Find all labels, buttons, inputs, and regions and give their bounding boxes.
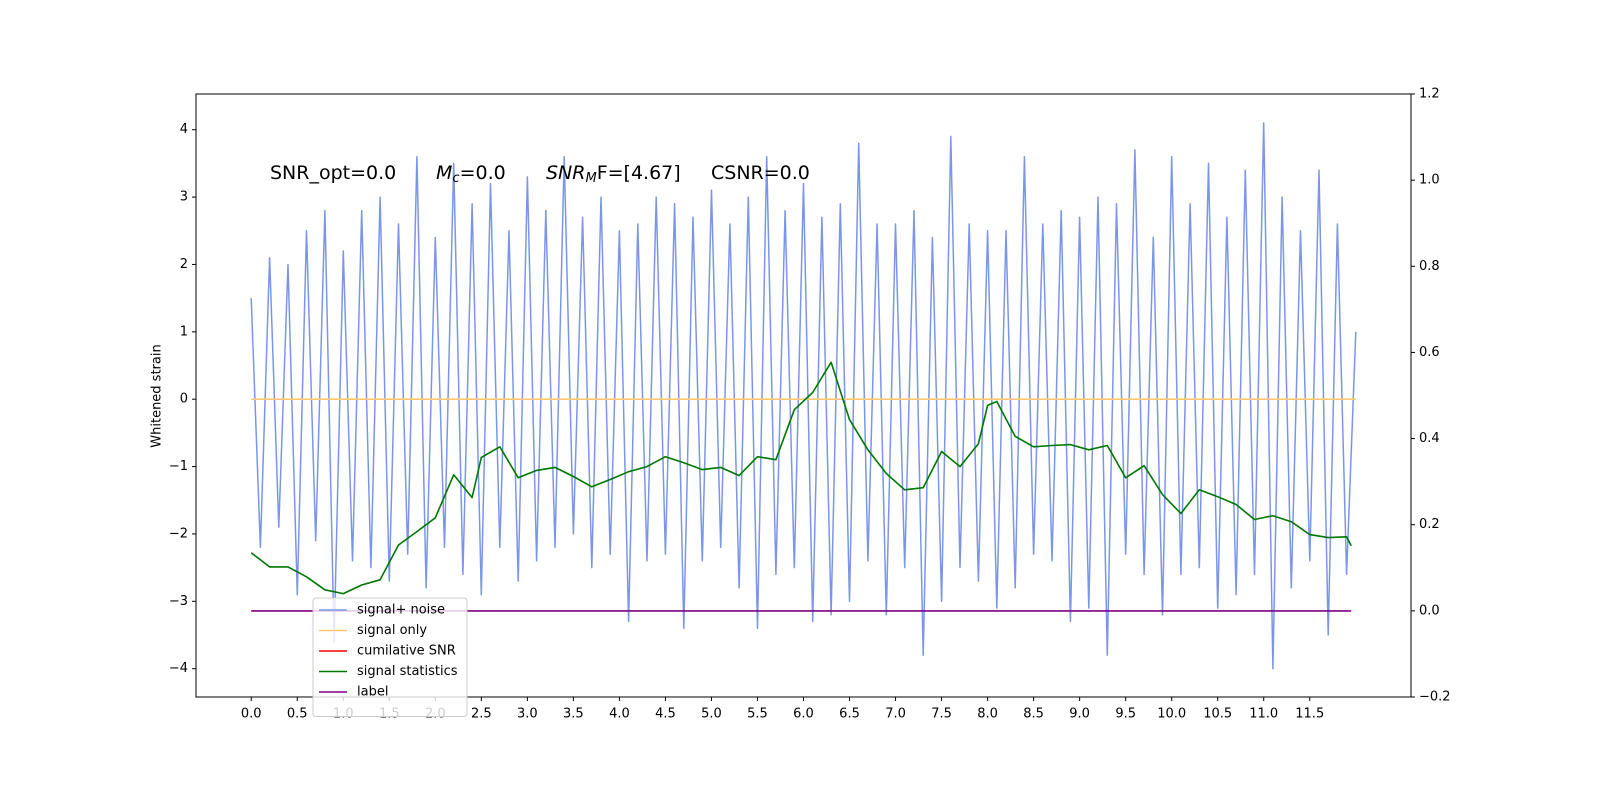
y-tick-label: 0	[180, 392, 188, 407]
annotation-part: SNR_opt=0.0	[270, 162, 396, 184]
annotation: SNRMF=[4.67]	[546, 162, 681, 186]
x-tick-label: 4.5	[655, 707, 676, 722]
legend-box	[312, 597, 468, 717]
y-tick-label: −2	[169, 526, 188, 541]
y-tick-label: −3	[169, 594, 188, 609]
x-tick-label: 9.0	[1069, 707, 1090, 722]
annotation: CSNR=0.0	[711, 162, 810, 184]
y-axis-label: Whitened strain	[150, 344, 165, 447]
annotation-part: =0.0	[460, 162, 506, 184]
x-tick-label: 6.5	[839, 707, 860, 722]
x-tick-label: 9.5	[1115, 707, 1136, 722]
y2-tick-label: 0.8	[1419, 259, 1440, 274]
y-tick-label: −4	[169, 661, 188, 676]
x-tick-label: 5.0	[701, 707, 722, 722]
x-tick-label: 7.0	[885, 707, 906, 722]
y-tick-label: 2	[180, 257, 188, 272]
x-tick-label: 0.5	[287, 707, 308, 722]
x-tick-label: 7.5	[931, 707, 952, 722]
annotation-part: c	[452, 171, 459, 186]
annotation-part: M	[585, 171, 596, 186]
y2-tick-label: 0.2	[1419, 517, 1440, 532]
y-tick-label: 4	[180, 122, 188, 137]
x-tick-label: 11.0	[1249, 707, 1278, 722]
x-tick-label: 3.5	[563, 707, 584, 722]
x-tick-label: 8.5	[1023, 707, 1044, 722]
x-tick-label: 5.5	[747, 707, 768, 722]
x-tick-label: 10.5	[1203, 707, 1232, 722]
legend-label: signal only	[357, 623, 427, 638]
annotation-part: M	[436, 162, 452, 184]
x-tick-label: 11.5	[1295, 707, 1324, 722]
series-line	[250, 122, 1357, 670]
y2-tick-label: 0.0	[1419, 603, 1440, 618]
x-tick-label: 4.0	[609, 707, 630, 722]
annotation: Mc=0.0	[436, 162, 506, 186]
y2-tick-label: 1.0	[1419, 173, 1440, 188]
legend-label: signal statistics	[357, 664, 458, 679]
x-tick-label: 0.0	[241, 707, 262, 722]
x-tick-label: 8.0	[977, 707, 998, 722]
y-tick-label: 3	[180, 190, 188, 205]
y2-tick-label: −0.2	[1419, 690, 1451, 705]
series-line	[250, 361, 1352, 595]
legend-label: signal+ noise	[357, 603, 445, 618]
annotation-part: SNR	[546, 162, 585, 184]
annotation: SNR_opt=0.0	[270, 162, 396, 184]
legend-label: cumilative SNR	[357, 644, 456, 659]
x-tick-label: 10.0	[1157, 707, 1186, 722]
annotation-part: F=[4.67]	[597, 162, 681, 184]
legend-label: label	[357, 685, 388, 700]
x-tick-label: 6.0	[793, 707, 814, 722]
y2-tick-label: 0.4	[1419, 431, 1440, 446]
y2-tick-label: 1.2	[1419, 87, 1440, 102]
x-tick-label: 2.5	[471, 707, 492, 722]
y-tick-label: 1	[180, 324, 188, 339]
annotation-part: CSNR=0.0	[711, 162, 810, 184]
y-tick-label: −1	[169, 459, 188, 474]
y2-tick-label: 0.6	[1419, 345, 1440, 360]
x-tick-label: 3.0	[517, 707, 538, 722]
